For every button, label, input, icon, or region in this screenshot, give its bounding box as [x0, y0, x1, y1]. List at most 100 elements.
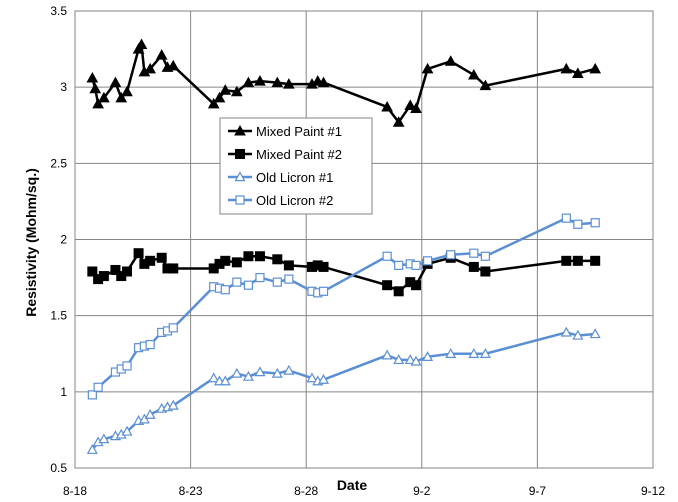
data-point — [479, 348, 491, 358]
legend-swatch-marker — [235, 195, 245, 205]
data-point — [135, 38, 148, 50]
data-point — [446, 250, 456, 260]
data-point — [121, 425, 133, 436]
legend-entry: Mixed Paint #1 — [228, 124, 342, 139]
data-point — [242, 370, 254, 381]
data-point — [155, 49, 168, 60]
data-point — [220, 255, 231, 266]
data-point — [283, 364, 295, 375]
data-point — [121, 85, 133, 97]
data-point — [480, 266, 491, 277]
data-point — [283, 260, 294, 271]
data-point — [561, 255, 572, 266]
data-point — [232, 277, 242, 287]
data-point — [404, 354, 416, 365]
legend-label: Mixed Paint #1 — [256, 124, 342, 139]
data-point — [411, 280, 422, 291]
legend-label: Old Licron #2 — [256, 193, 333, 208]
legend: Mixed Paint #1 Mixed Paint #2 Old Licron #… — [219, 117, 373, 215]
data-point — [254, 366, 266, 377]
data-point — [145, 255, 156, 266]
data-point — [421, 62, 434, 74]
data-point — [467, 68, 480, 80]
data-point — [271, 76, 284, 88]
data-point — [144, 408, 156, 419]
data-point — [560, 326, 572, 337]
legend-entry: Mixed Paint #2 — [228, 147, 342, 162]
data-point — [230, 85, 243, 97]
data-point — [109, 76, 122, 88]
data-point — [254, 75, 266, 86]
x-tick-label: 9-2 — [413, 484, 431, 498]
data-point — [98, 271, 109, 282]
data-point — [411, 260, 421, 270]
data-point — [468, 261, 479, 272]
data-point — [272, 254, 283, 265]
data-point — [306, 372, 318, 383]
data-point — [590, 218, 600, 228]
series-layer — [86, 38, 602, 454]
y-axis-tick-labels: 0.5 1 1.5 2 2.5 3 3.5 — [50, 4, 67, 475]
data-point — [219, 84, 232, 95]
data-point — [133, 248, 144, 259]
x-tick-label: 8-18 — [63, 484, 87, 498]
data-point — [110, 264, 121, 275]
data-point — [381, 349, 393, 360]
data-point — [93, 382, 103, 392]
data-point — [573, 219, 583, 229]
data-point — [89, 82, 102, 94]
data-point — [445, 348, 457, 358]
x-tick-label: 8-28 — [294, 484, 318, 498]
x-axis-tick-labels: 8-18 8-23 8-28 9-2 9-7 9-12 — [63, 484, 665, 498]
legend-label: Old Licron #1 — [256, 170, 333, 185]
data-point — [207, 97, 220, 109]
plot-area-frame — [74, 10, 654, 469]
data-point — [572, 329, 584, 340]
legend-label: Mixed Paint #2 — [256, 147, 342, 162]
data-point — [168, 263, 179, 274]
data-point — [318, 286, 329, 296]
data-point — [590, 255, 601, 266]
data-point — [92, 97, 104, 109]
series-4 — [87, 213, 600, 400]
data-point — [231, 257, 242, 268]
x-axis-title: Date — [337, 477, 368, 493]
data-point — [98, 433, 110, 444]
legend-entry: Old Licron #1 — [228, 170, 333, 185]
data-point — [122, 266, 133, 277]
data-point — [572, 255, 583, 266]
data-point — [382, 251, 392, 261]
y-tick-label: 0.5 — [50, 461, 67, 475]
data-point — [589, 328, 601, 339]
data-point — [87, 390, 97, 400]
series-2 — [87, 248, 601, 297]
data-point — [115, 91, 128, 103]
data-point — [468, 348, 480, 358]
data-point — [167, 59, 180, 71]
y-tick-label: 1.5 — [50, 309, 67, 323]
data-point — [381, 100, 393, 112]
series-line — [91, 331, 596, 451]
data-point — [86, 443, 98, 454]
data-point — [392, 116, 405, 127]
data-point — [122, 361, 132, 371]
y-tick-label: 2 — [60, 233, 67, 247]
data-point — [243, 280, 253, 290]
data-point — [410, 102, 422, 113]
y-tick-label: 3.5 — [50, 4, 67, 18]
data-point — [283, 78, 295, 89]
data-point — [168, 323, 178, 333]
data-point — [272, 277, 282, 287]
data-point — [561, 213, 571, 223]
data-point — [422, 256, 433, 266]
data-point — [410, 355, 422, 366]
data-point — [382, 280, 393, 291]
data-point — [220, 285, 230, 295]
data-point — [317, 76, 330, 88]
x-tick-label: 9-12 — [641, 484, 665, 498]
data-point — [145, 340, 155, 350]
data-point — [480, 251, 490, 261]
data-point — [255, 272, 265, 283]
legend-entry: Old Licron #2 — [228, 193, 333, 208]
data-point — [393, 354, 405, 365]
